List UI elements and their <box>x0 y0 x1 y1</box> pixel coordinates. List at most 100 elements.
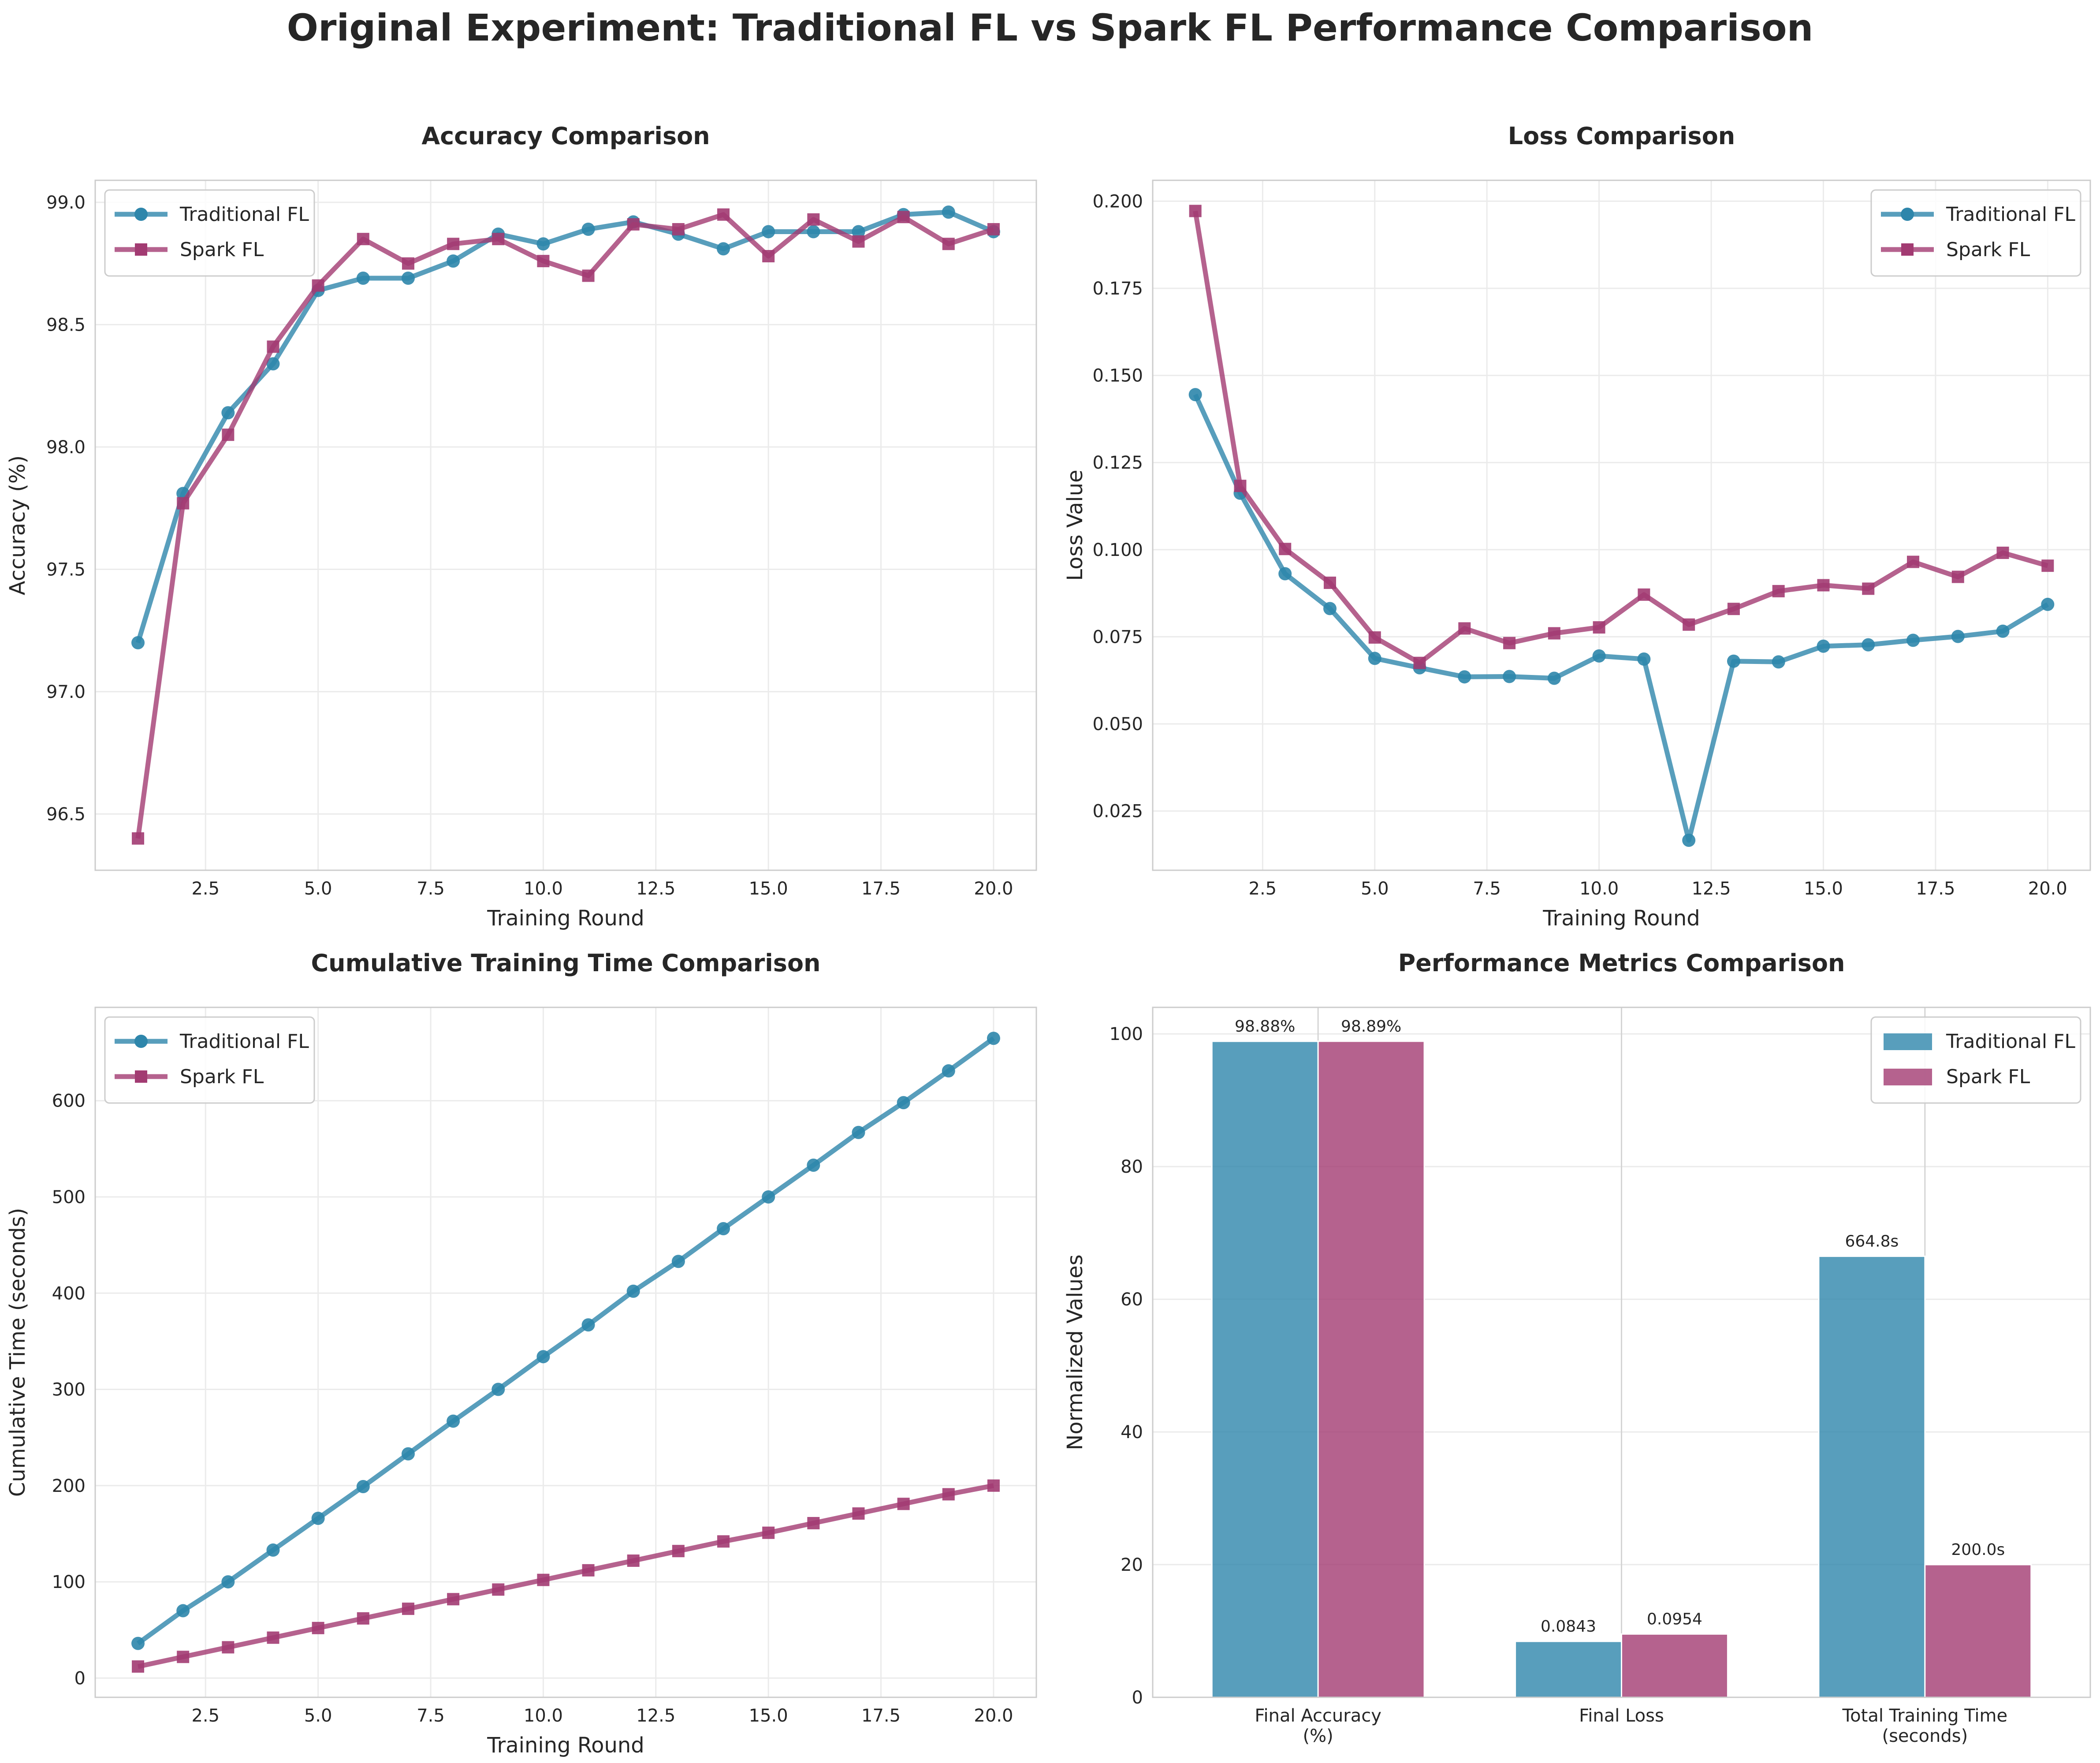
series-spark-fl <box>1189 205 2054 669</box>
data-point <box>762 1190 775 1204</box>
y-tick-label: 98.5 <box>46 315 86 335</box>
data-point <box>312 279 324 292</box>
data-point <box>897 1498 910 1510</box>
data-point <box>1862 582 1875 595</box>
data-point <box>266 1543 280 1557</box>
data-point <box>1189 205 1202 217</box>
data-point <box>492 1583 505 1596</box>
legend-box <box>1870 189 2081 277</box>
data-point <box>356 1480 370 1493</box>
panel-3: Cumulative Training Time Comparison Cumul… <box>5 949 1037 1758</box>
bar <box>1515 1640 1622 1698</box>
data-point <box>1996 624 2010 638</box>
data-point <box>402 257 414 270</box>
data-point <box>1458 622 1471 635</box>
x-tick-label: 2.5 <box>191 1706 220 1726</box>
data-point <box>267 340 279 353</box>
data-point <box>1727 654 1740 668</box>
series-line <box>136 1036 995 1646</box>
data-point <box>357 1612 369 1625</box>
bar-value-label: 98.89% <box>1341 1018 1401 1036</box>
data-point <box>447 238 460 250</box>
legend-swatch <box>1884 1069 1932 1085</box>
x-tick-label: 20.0 <box>974 1706 1013 1726</box>
data-point <box>221 406 235 420</box>
data-point <box>447 1593 460 1606</box>
y-tick-label: 300 <box>52 1380 86 1400</box>
legend-label: Traditional FL <box>179 203 309 226</box>
data-point <box>807 213 820 226</box>
data-point <box>1413 656 1426 669</box>
data-point <box>717 208 730 221</box>
y-tick-label: 97.0 <box>46 682 86 702</box>
data-point <box>1503 670 1516 683</box>
x-tick-label: 17.5 <box>861 1706 901 1726</box>
series-line <box>1193 210 2048 666</box>
legend-swatch <box>1884 1033 1932 1050</box>
x-tick-label: 10.0 <box>524 1706 563 1726</box>
data-point <box>177 497 190 510</box>
x-tick-label: 15.0 <box>749 1706 788 1726</box>
x-tick-label: 17.5 <box>861 879 901 899</box>
y-tick-label: 0.150 <box>1092 366 1143 386</box>
y-tick-label: 0.200 <box>1092 191 1143 212</box>
suptitle: Original Experiment: Traditional FL vs S… <box>287 6 1813 49</box>
x-axis-label: Training Round <box>487 1733 644 1758</box>
y-tick-label: 100 <box>52 1572 86 1592</box>
data-point <box>131 636 145 649</box>
panel-title: Cumulative Training Time Comparison <box>311 949 821 977</box>
series-line <box>135 209 995 644</box>
data-point <box>1996 546 2009 559</box>
data-point <box>491 1383 505 1396</box>
data-point <box>222 1641 235 1654</box>
y-tick-label: 500 <box>52 1187 86 1208</box>
data-point <box>987 223 1000 235</box>
x-tick-label: 5.0 <box>304 879 332 899</box>
x-tick-label: 12.5 <box>636 879 675 899</box>
data-point <box>852 235 865 248</box>
y-tick-label: 60 <box>1121 1290 1143 1310</box>
data-point <box>1547 671 1561 685</box>
x-tick-label: 12.5 <box>636 1706 675 1726</box>
legend: Traditional FL Spark FL <box>1870 189 2081 277</box>
bar <box>1924 1564 2032 1698</box>
x-tick-label: 5.0 <box>1361 879 1389 899</box>
data-point <box>1817 579 1830 592</box>
x-tick-line: (%) <box>1303 1726 1333 1746</box>
x-tick-label: 10.0 <box>524 879 563 899</box>
data-point <box>897 211 910 224</box>
data-point <box>536 237 550 251</box>
x-tick-label: 12.5 <box>1692 879 1731 899</box>
bar <box>1211 1040 1319 1698</box>
legend-item: Spark FL <box>115 239 264 261</box>
bar <box>1317 1040 1425 1698</box>
legend-label: Traditional FL <box>1946 203 2075 226</box>
legend-label: Spark FL <box>180 239 264 261</box>
data-point <box>401 1447 415 1461</box>
y-tick-label: 0.050 <box>1092 714 1143 734</box>
grid <box>95 180 1036 870</box>
x-tick-label: 7.5 <box>417 879 445 899</box>
data-point <box>266 357 280 371</box>
x-tick-line: Total Training Time <box>1842 1706 2008 1726</box>
plot-border <box>1152 179 2091 871</box>
data-point <box>807 1517 820 1529</box>
data-point <box>312 1621 324 1634</box>
data-point <box>222 429 235 441</box>
data-point <box>1458 670 1471 684</box>
y-tick-label: 0.175 <box>1092 279 1143 299</box>
x-tick-label: 5.0 <box>304 1706 332 1726</box>
data-point <box>311 1512 325 1525</box>
data-point <box>717 242 730 256</box>
y-tick-label: 100 <box>1110 1024 1143 1044</box>
data-point <box>356 271 370 285</box>
plot-border <box>94 1006 1037 1698</box>
panel-title: Accuracy Comparison <box>421 122 710 150</box>
y-axis-label: Cumulative Time (seconds) <box>5 1208 30 1497</box>
x-tick-label: 20.0 <box>974 879 1013 899</box>
data-point <box>1862 638 1875 652</box>
data-point <box>537 1573 550 1586</box>
x-tick-label: Total Training Time (seconds) <box>1842 1706 2008 1746</box>
plot-area <box>95 180 1036 870</box>
data-point <box>627 1554 640 1567</box>
